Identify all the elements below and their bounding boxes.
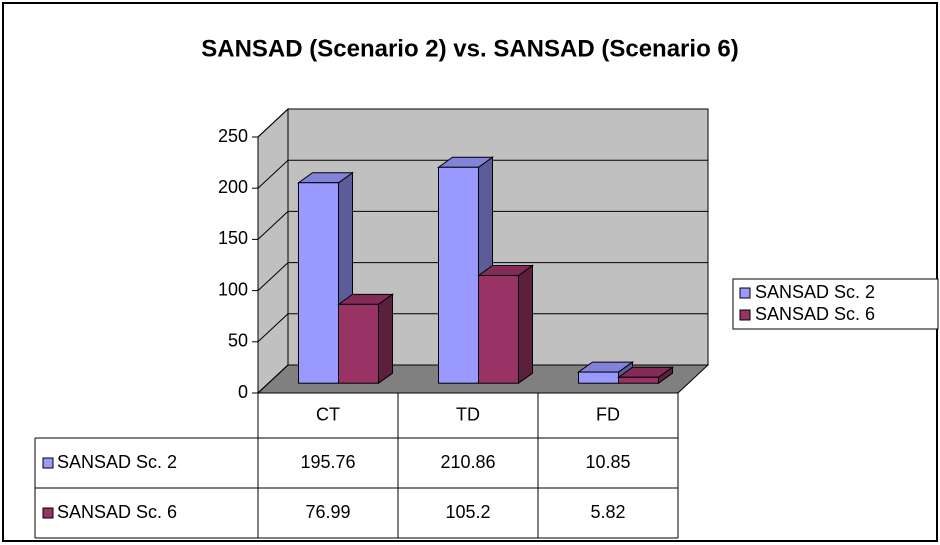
grid-line: [257, 159, 708, 189]
bar: [296, 171, 355, 385]
bar-face: [438, 166, 479, 384]
table-row-label: SANSAD Sc. 6: [57, 502, 177, 522]
y-tick-label: 100: [218, 279, 248, 299]
legend-box: [732, 278, 939, 330]
table-cell: 105.2: [445, 502, 490, 522]
grid-line: [257, 210, 708, 240]
side-wall: [257, 107, 289, 395]
chart-title: SANSAD (Scenario 2) vs. SANSAD (Scenario…: [201, 35, 738, 62]
table-row-label: SANSAD Sc. 2: [57, 452, 177, 472]
table-cell: 210.86: [440, 452, 495, 472]
table-key: [42, 457, 54, 469]
bar-face: [338, 303, 379, 384]
y-tick-label: 200: [218, 177, 248, 197]
table-header: CT: [316, 404, 340, 424]
bar: [476, 264, 535, 385]
y-tick-label: 150: [218, 228, 248, 248]
table-cell: 195.76: [300, 452, 355, 472]
grid-line: [257, 108, 708, 138]
table-key: [42, 507, 54, 519]
legend-key: [739, 287, 751, 299]
bar-face: [578, 371, 619, 384]
table-header: TD: [456, 404, 480, 424]
y-tick-label: 250: [218, 126, 248, 146]
bar-face: [478, 274, 519, 384]
bar-face: [518, 264, 533, 385]
bar: [336, 293, 395, 385]
grid-line: [257, 364, 708, 394]
table-cell: 76.99: [305, 502, 350, 522]
grid-line: [257, 313, 708, 343]
y-tick-label: 0: [238, 382, 248, 402]
legend-key: [739, 309, 751, 321]
y-tick-label: 50: [228, 331, 248, 351]
bar-face: [618, 376, 659, 384]
table-cell: 10.85: [585, 452, 630, 472]
grid-line: [257, 262, 708, 291]
bar-face: [378, 293, 393, 385]
legend-label: SANSAD Sc. 2: [755, 282, 875, 302]
table-header: FD: [596, 404, 620, 424]
legend-label: SANSAD Sc. 6: [755, 304, 875, 324]
bar-face: [298, 182, 339, 384]
bar: [616, 366, 675, 385]
table-cell: 5.82: [590, 502, 625, 522]
